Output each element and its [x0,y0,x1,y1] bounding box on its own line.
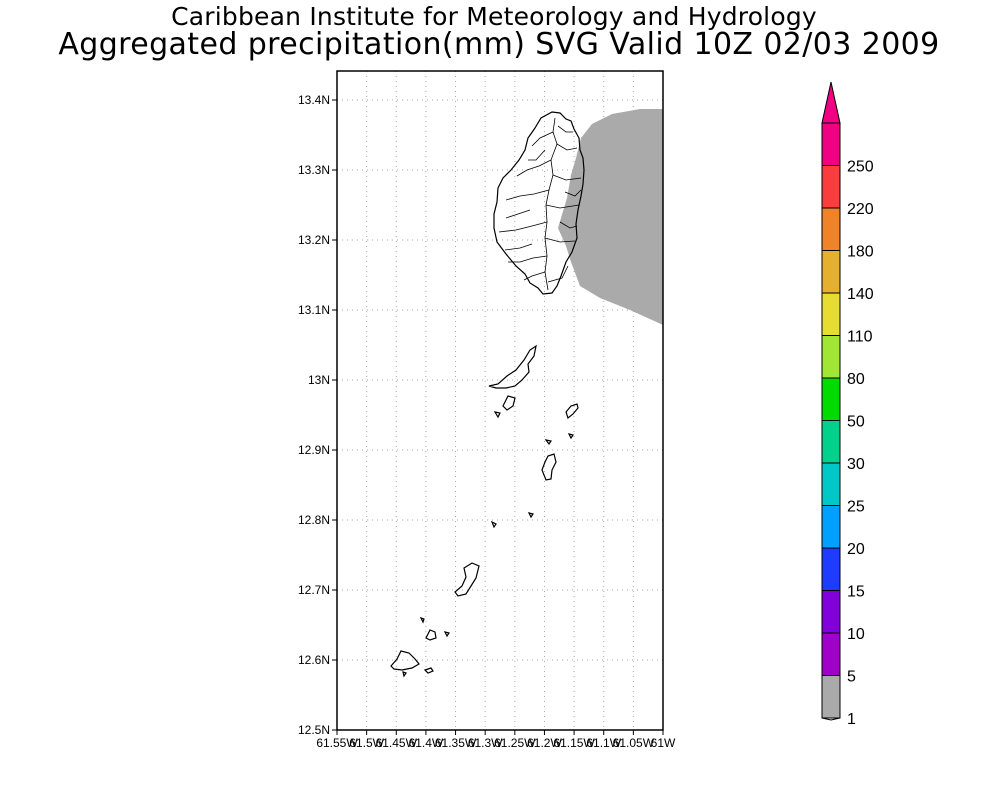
lon-tick-label: 61.45W [376,736,418,750]
colorbar-swatch [821,292,841,336]
colorbar-swatch [821,122,841,166]
union-islet [423,667,434,674]
islet-c [443,631,450,638]
map-frame [336,70,664,731]
colorbar-level-label: 110 [847,329,873,346]
colorbar-swatch [821,420,841,464]
colorbar-level-label: 50 [847,414,865,431]
mustique-island [541,453,557,481]
lat-tick-label: 13.1N [298,303,330,317]
colorbar-level-label: 250 [847,159,874,176]
lat-tick-label: 12.8N [298,513,330,527]
colorbar-level-label: 20 [847,541,865,558]
carriacou-island [390,650,420,671]
lat-tick-label: 12.7N [298,583,330,597]
colorbar-under-triangle [821,717,841,721]
colorbar-swatch [821,165,841,209]
lat-tick-label: 13.4N [298,93,330,107]
colorbar-level-label: 30 [847,456,865,473]
colorbar-level-label: 180 [847,244,874,261]
colorbar-level-label: 140 [847,286,874,303]
colorbar-swatch [821,335,841,379]
lon-tick-label: 61.35W [435,736,477,750]
lon-tick-label: 61.1W [586,736,621,750]
colorbar-level-label: 80 [847,371,865,388]
colorbar-level-label: 1 [847,711,856,728]
baliceaux-islet [565,403,579,420]
lon-tick-label: 61W [651,736,676,750]
st-vincent-island [493,111,585,295]
savan-islet [490,520,497,529]
colorbar-level-label: 15 [847,584,865,601]
petit-mustique-islet [527,512,534,519]
lat-tick-label: 12.6N [298,653,330,667]
bequia-island [488,344,537,389]
colorbar-swatch [821,377,841,421]
colorbar-level-label: 25 [847,499,865,516]
islet-b [567,433,574,440]
lon-tick-label: 61.05W [613,736,655,750]
colorbar-over-triangle [821,81,841,124]
colorbar-level-label: 10 [847,626,865,643]
product-title: Aggregated precipitation(mm) SVG Valid 1… [58,27,940,62]
islet-d [419,616,425,624]
precip-area [558,109,663,325]
lon-tick-label: 61.3W [468,736,503,750]
lon-tick-label: 61.5W [349,736,384,750]
colorbar-swatch [821,632,841,676]
mayreau-islet [425,629,437,641]
lat-tick-label: 13N [308,373,330,387]
colorbar-swatch [821,505,841,549]
islet-a [544,439,552,446]
colorbar-swatch [821,250,841,294]
lat-tick-label: 13.3N [298,163,330,177]
lat-tick-label: 13.2N [298,233,330,247]
map-axes: 12.5N 12.6N 12.7N 12.8N 12.9N 13N 13.1N 13.2N 13… [298,93,676,750]
colorbar-swatch [821,590,841,634]
lon-tick-label: 61.4W [409,736,444,750]
colorbar-level-label: 5 [847,669,856,686]
canouan-island [454,562,480,597]
colorbar-swatch [821,547,841,591]
lat-tick-label: 12.9N [298,443,330,457]
isle-quatre-islet [502,395,516,411]
islet-e [402,671,407,678]
colorbar-swatch [821,675,841,719]
colorbar-level-label: 220 [847,201,874,218]
islet-f [493,411,501,419]
lon-tick-label: 61.25W [494,736,536,750]
lon-tick-label: 61.55W [316,736,358,750]
island-outlines [390,111,585,678]
lat-tick-label: 12.5N [298,723,330,737]
lon-tick-label: 61.2W [527,736,562,750]
colorbar-swatch [821,462,841,506]
lon-tick-label: 61.15W [553,736,595,750]
institute-title: Caribbean Institute for Meteorology and … [171,2,817,31]
colorbar-swatch [821,207,841,251]
